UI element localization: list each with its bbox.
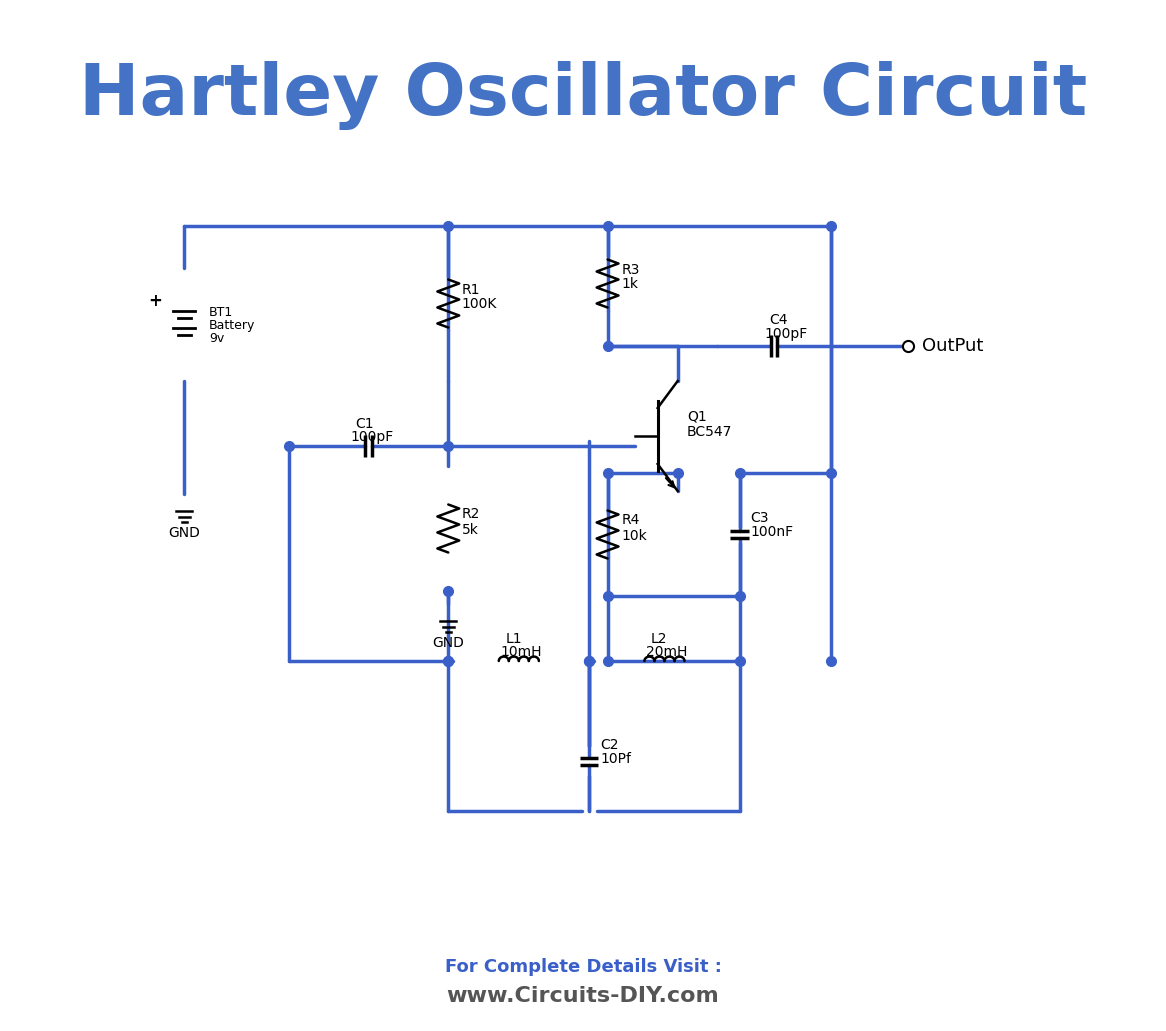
Text: Hartley Oscillator Circuit: Hartley Oscillator Circuit bbox=[79, 61, 1087, 130]
Text: For Complete Details Visit :: For Complete Details Visit : bbox=[444, 958, 722, 976]
Text: C2: C2 bbox=[600, 738, 619, 752]
Text: L1: L1 bbox=[505, 632, 522, 646]
Text: Q1: Q1 bbox=[687, 410, 707, 424]
Text: BC547: BC547 bbox=[687, 425, 732, 439]
Text: 5k: 5k bbox=[462, 523, 479, 536]
Text: 100pF: 100pF bbox=[765, 327, 808, 341]
Text: C4: C4 bbox=[770, 313, 788, 327]
Text: R4: R4 bbox=[621, 513, 640, 528]
Text: GND: GND bbox=[433, 636, 464, 650]
Text: +: + bbox=[148, 292, 162, 310]
Text: 1k: 1k bbox=[621, 277, 638, 292]
Text: 10k: 10k bbox=[621, 529, 647, 542]
Text: GND: GND bbox=[168, 526, 201, 540]
Text: 100nF: 100nF bbox=[751, 526, 794, 539]
Text: 10mH: 10mH bbox=[500, 645, 542, 659]
Text: 100K: 100K bbox=[462, 298, 498, 311]
Text: R2: R2 bbox=[462, 507, 480, 522]
Text: BT1: BT1 bbox=[209, 306, 233, 320]
Text: 9v: 9v bbox=[209, 333, 224, 345]
Text: R1: R1 bbox=[462, 282, 480, 297]
Text: OutPut: OutPut bbox=[921, 337, 983, 355]
Text: L2: L2 bbox=[651, 632, 667, 646]
Text: C1: C1 bbox=[354, 417, 373, 431]
Text: 10Pf: 10Pf bbox=[600, 752, 631, 766]
Text: www.Circuits-DIY.com: www.Circuits-DIY.com bbox=[447, 986, 719, 1006]
Text: C3: C3 bbox=[751, 511, 770, 526]
Text: Battery: Battery bbox=[209, 320, 255, 333]
Text: 100pF: 100pF bbox=[351, 430, 394, 444]
Text: R3: R3 bbox=[621, 263, 640, 276]
Text: 20mH: 20mH bbox=[646, 645, 688, 659]
